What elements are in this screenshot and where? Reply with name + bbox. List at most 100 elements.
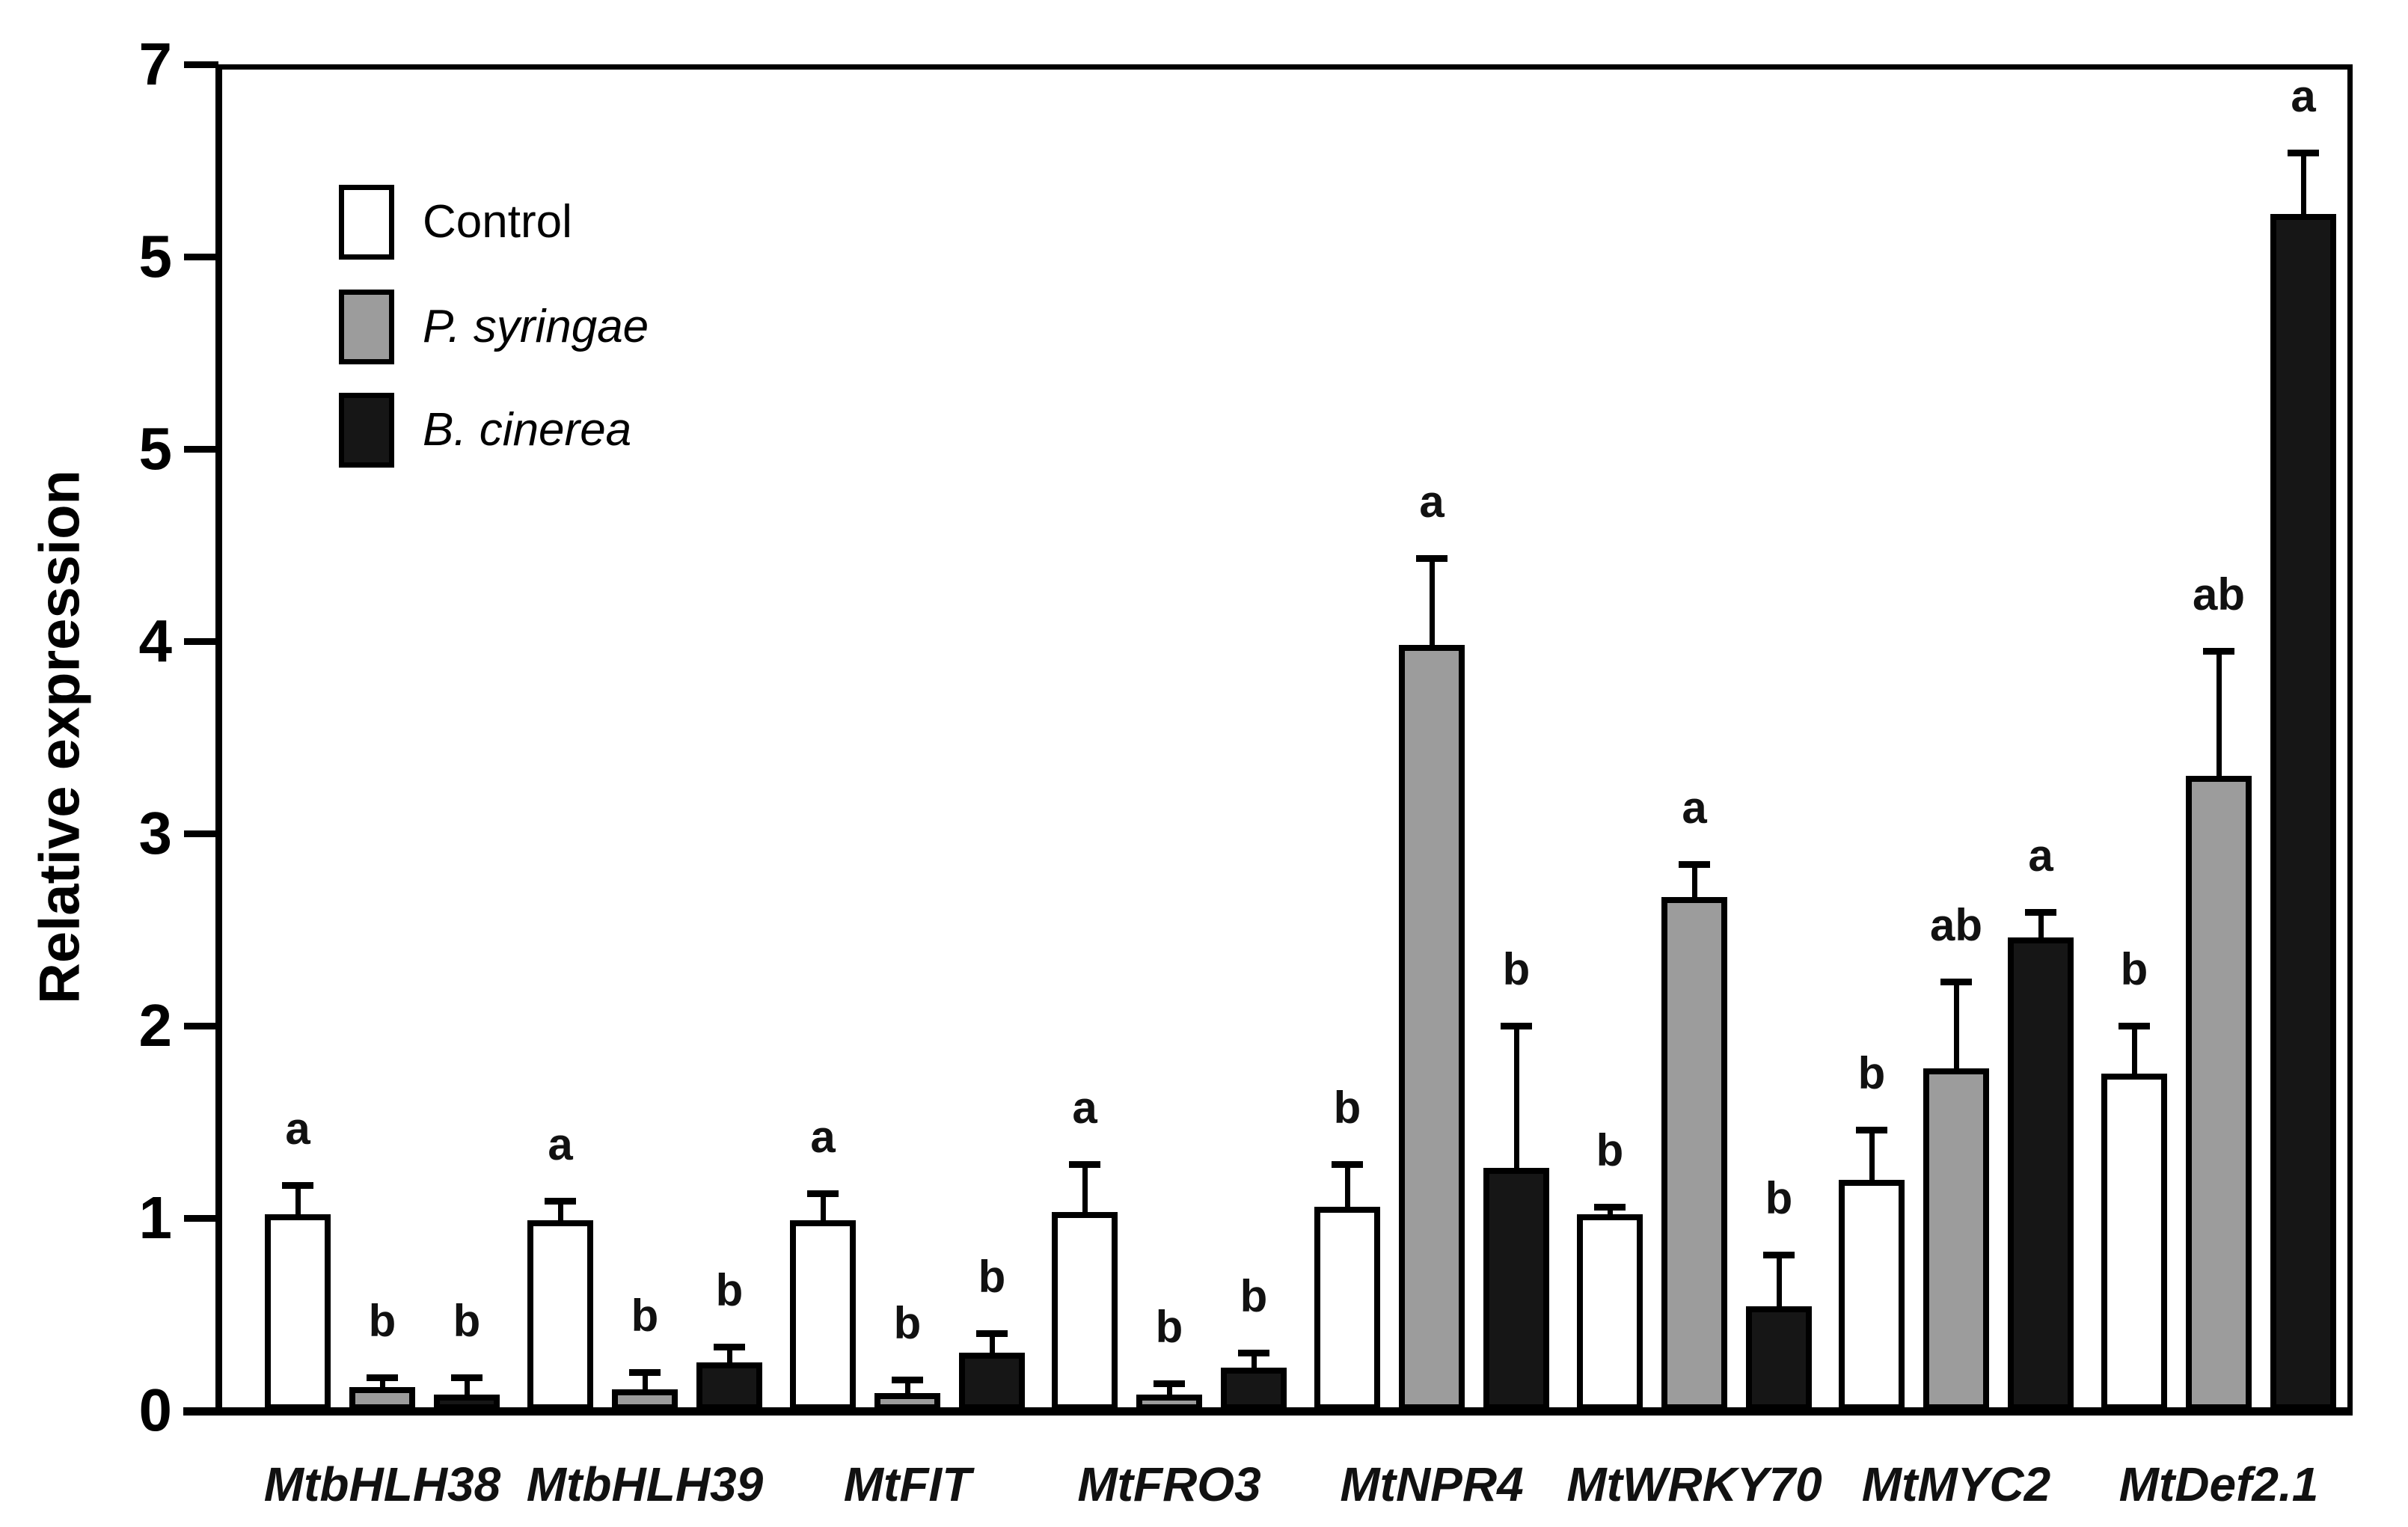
significance-letter: a <box>810 1111 836 1162</box>
bar-MtWRKY70-Control <box>1577 1214 1643 1410</box>
y-tick-mark <box>184 446 218 453</box>
error-bar-cap <box>1332 1161 1363 1169</box>
x-category-label-MtFRO3: MtFRO3 <box>1077 1457 1261 1511</box>
significance-letter: b <box>453 1296 481 1347</box>
error-bar-whisker <box>1953 981 1959 1071</box>
bar-MtNPR4-B. cinerea <box>1483 1168 1549 1410</box>
bar-MtFIT-P. syringae <box>874 1392 940 1410</box>
bar-MtDef2.1-Control <box>2101 1074 2167 1410</box>
y-tick-label: 7 <box>138 31 173 97</box>
y-tick-mark <box>184 1023 218 1029</box>
error-bar-whisker <box>379 1377 385 1391</box>
error-bar-cap <box>1238 1349 1269 1356</box>
error-bar-cap <box>1416 555 1447 563</box>
significance-letter: b <box>2120 944 2148 994</box>
legend-label-b-cinerea: B. cinerea <box>423 404 632 456</box>
bar-MtNPR4-Control <box>1314 1206 1380 1410</box>
error-bar-cap <box>2025 909 2056 916</box>
significance-letter: b <box>1596 1124 1624 1175</box>
error-bar-cap <box>2119 1023 2150 1029</box>
bar-MtbHLH38-P. syringae <box>349 1387 415 1410</box>
bar-MtFIT-B. cinerea <box>959 1352 1025 1410</box>
error-bar-cap <box>976 1330 1008 1338</box>
error-bar-whisker <box>2216 650 2222 779</box>
bar-MtWRKY70-B. cinerea <box>1746 1306 1812 1410</box>
error-bar-cap <box>629 1368 661 1376</box>
error-bar-whisker <box>1251 1352 1257 1371</box>
significance-letter: ab <box>1929 899 1983 950</box>
y-tick-mark <box>184 254 218 260</box>
error-bar-cap <box>367 1374 398 1382</box>
bar-MtNPR4-P. syringae <box>1399 645 1465 1410</box>
error-bar-cap <box>1069 1161 1100 1169</box>
significance-letter: b <box>893 1297 922 1348</box>
x-category-label-MtbHLH39: MtbHLH39 <box>526 1457 764 1511</box>
error-bar-cap <box>1154 1380 1185 1388</box>
bar-MtMYC2-B. cinerea <box>2008 937 2074 1410</box>
x-category-label-MtFIT: MtFIT <box>843 1457 972 1511</box>
x-axis-line <box>183 1407 2353 1416</box>
significance-letter: b <box>1502 944 1531 994</box>
legend-label-p-syringae: P. syringae <box>423 301 649 352</box>
y-tick-label: 2 <box>138 992 173 1059</box>
error-bar-whisker <box>904 1379 910 1396</box>
bar-MtbHLH39-P. syringae <box>612 1389 678 1410</box>
error-bar-whisker <box>1082 1164 1088 1216</box>
bar-MtMYC2-P. syringae <box>1923 1068 1989 1410</box>
significance-letter: a <box>2028 830 2053 881</box>
bar-MtMYC2-Control <box>1839 1179 1905 1410</box>
error-bar-whisker <box>1776 1254 1782 1310</box>
bar-MtFRO3-B. cinerea <box>1221 1368 1287 1410</box>
y-axis-line <box>215 64 222 1416</box>
significance-letter: ab <box>2192 569 2246 619</box>
y-tick-mark <box>184 1215 218 1222</box>
bar-MtbHLH39-Control <box>527 1220 593 1410</box>
error-bar-cap <box>2288 150 2319 157</box>
significance-letter: b <box>715 1265 744 1316</box>
significance-letter: b <box>1240 1270 1268 1321</box>
y-tick-label: 5 <box>138 223 173 290</box>
error-bar-whisker <box>820 1193 826 1223</box>
bar-MtbHLH39-B. cinerea <box>696 1362 762 1410</box>
y-tick-label: 3 <box>138 800 173 866</box>
bar-MtWRKY70-P. syringae <box>1661 896 1727 1410</box>
error-bar-whisker <box>557 1200 563 1223</box>
significance-letter: a <box>2291 71 2316 122</box>
error-bar-cap <box>545 1197 576 1205</box>
error-bar-cap <box>807 1190 839 1197</box>
significance-letter: b <box>368 1296 396 1347</box>
y-tick-label: 0 <box>138 1377 173 1443</box>
error-bar-whisker <box>1607 1206 1613 1217</box>
error-bar-whisker <box>1691 864 1697 900</box>
error-bar-whisker <box>1166 1383 1172 1398</box>
bar-MtFIT-Control <box>790 1220 856 1410</box>
significance-letter: b <box>631 1290 659 1341</box>
error-bar-whisker <box>989 1333 995 1356</box>
error-bar-whisker <box>464 1377 470 1398</box>
error-bar-whisker <box>1344 1164 1350 1210</box>
y-tick-mark <box>184 61 218 68</box>
significance-letter: a <box>285 1104 310 1154</box>
significance-letter: a <box>548 1119 573 1169</box>
significance-letter: a <box>1072 1083 1097 1133</box>
error-bar-whisker <box>1869 1129 1875 1183</box>
x-category-label-MtNPR4: MtNPR4 <box>1340 1457 1524 1511</box>
y-tick-mark <box>184 638 218 645</box>
error-bar-whisker <box>1429 558 1435 649</box>
x-category-label-MtMYC2: MtMYC2 <box>1861 1457 2051 1511</box>
bar-MtbHLH38-Control <box>265 1214 331 1410</box>
x-category-label-MtbHLH38: MtbHLH38 <box>263 1457 501 1511</box>
error-bar-whisker <box>2131 1026 2137 1077</box>
error-bar-whisker <box>295 1185 301 1217</box>
legend-swatch-b-cinerea <box>339 393 394 468</box>
y-tick-label: 4 <box>138 608 173 674</box>
error-bar-cap <box>1856 1126 1887 1133</box>
y-tick-mark <box>184 1407 218 1414</box>
plot-top-border <box>215 64 2353 70</box>
error-bar-whisker <box>642 1371 648 1392</box>
plot-right-border <box>2347 64 2353 1416</box>
error-bar-cap <box>282 1182 313 1190</box>
error-bar-whisker <box>726 1347 732 1365</box>
significance-letter: b <box>1333 1083 1361 1133</box>
error-bar-cap <box>1940 978 1972 985</box>
